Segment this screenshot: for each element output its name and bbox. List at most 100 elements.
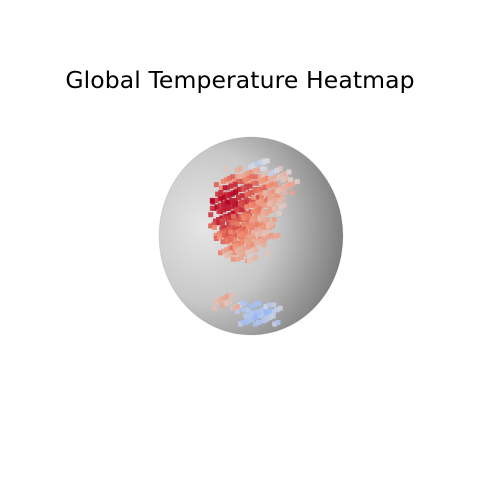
heatmap-cell xyxy=(268,207,274,213)
heatmap-cell xyxy=(257,212,263,218)
heatmap-cell xyxy=(275,232,281,238)
heatmap-cell xyxy=(247,237,253,243)
heatmap-cell xyxy=(271,169,277,175)
heatmap-cell xyxy=(227,237,233,243)
heatmap-cell xyxy=(266,302,272,308)
heatmap-cell xyxy=(224,247,230,253)
heatmap-cell xyxy=(260,213,266,219)
heatmap-cell xyxy=(230,210,236,216)
heatmap-cell xyxy=(270,194,276,200)
heatmap-cell xyxy=(266,183,271,189)
heatmap-cell xyxy=(265,217,271,222)
heatmap-cell xyxy=(213,232,219,238)
heatmap-cell xyxy=(261,242,267,248)
heatmap-cell xyxy=(208,223,214,229)
heatmap-cell xyxy=(216,231,222,237)
heatmap-cell xyxy=(226,215,231,221)
heatmap-cell xyxy=(232,182,238,188)
heatmap-cell xyxy=(250,209,256,214)
heatmap-cell xyxy=(219,185,224,191)
heatmap-cell xyxy=(259,186,265,192)
heatmap-cell xyxy=(267,196,273,202)
heatmap-cell xyxy=(226,199,231,205)
heatmap-cell xyxy=(251,229,257,235)
heatmap-cell xyxy=(267,315,273,321)
heatmap-cell xyxy=(247,183,253,189)
heatmap-cell xyxy=(242,226,248,232)
heatmap-cell xyxy=(277,305,283,311)
heatmap-cell xyxy=(260,224,266,230)
heatmap-cell xyxy=(220,302,226,308)
heatmap-cell xyxy=(276,174,282,180)
heatmap-cell xyxy=(242,177,248,183)
heatmap-cell xyxy=(254,231,260,237)
heatmap-cell xyxy=(254,221,260,227)
heatmap-cell xyxy=(237,201,243,207)
heatmap-cell xyxy=(219,215,225,221)
heatmap-cell xyxy=(213,198,219,203)
heatmap-cell xyxy=(242,215,248,221)
heatmap-cell xyxy=(231,213,236,219)
heatmap-cell xyxy=(283,175,289,181)
heatmap-cell xyxy=(241,245,247,251)
heatmap-cell xyxy=(268,190,274,196)
heatmap-cell xyxy=(247,190,253,195)
heatmap-cell xyxy=(271,302,277,308)
heatmap-cell xyxy=(238,247,244,252)
heatmap-cell xyxy=(240,199,246,205)
heatmap-cell xyxy=(276,210,282,216)
heatmap-cell xyxy=(244,185,249,191)
heatmap-cell xyxy=(216,220,222,226)
heatmap-cell xyxy=(246,258,252,264)
heatmap-cell xyxy=(257,159,263,165)
heatmap-cell xyxy=(248,304,254,310)
heatmap-cell xyxy=(239,228,245,234)
heatmap-cell xyxy=(234,229,240,235)
heatmap-cell xyxy=(246,231,252,237)
heatmap-cell xyxy=(223,301,229,306)
heatmap-cell xyxy=(253,180,259,186)
heatmap-cell xyxy=(232,237,238,243)
heatmap-cell xyxy=(234,218,240,224)
heatmap-cell xyxy=(286,169,292,175)
heatmap-cell xyxy=(216,209,222,214)
heatmap-cell xyxy=(244,204,250,210)
heatmap-cell xyxy=(271,217,277,222)
heatmap-cell xyxy=(226,299,232,305)
heatmap-cell xyxy=(253,167,259,173)
heatmap-cell xyxy=(232,198,238,203)
heatmap-cell xyxy=(277,198,283,203)
heatmap-cell xyxy=(211,221,217,227)
heatmap-cell xyxy=(258,197,264,203)
heatmap-cell xyxy=(251,302,257,308)
heatmap-cell xyxy=(266,234,271,240)
heatmap-cell xyxy=(213,236,219,241)
heatmap-cell xyxy=(218,250,223,256)
heatmap-cell xyxy=(257,226,263,232)
heatmap-cell xyxy=(236,232,242,238)
heatmap-cell xyxy=(224,239,230,245)
globe-shadow-edge xyxy=(158,136,344,336)
heatmap-cell xyxy=(270,313,276,319)
heatmap-cell xyxy=(239,193,245,199)
heatmap-cell xyxy=(269,232,275,238)
heatmap-cell xyxy=(250,256,256,262)
heatmap-cell xyxy=(281,202,287,208)
heatmap-cells xyxy=(208,158,300,327)
heatmap-cell xyxy=(231,305,237,311)
heatmap-cell xyxy=(239,179,245,184)
heatmap-cell xyxy=(237,186,242,192)
heatmap-cell xyxy=(234,304,240,310)
heatmap-cell xyxy=(255,240,261,246)
heatmap-cell xyxy=(219,226,225,232)
heatmap-cell xyxy=(215,191,221,197)
heatmap-cell xyxy=(257,223,263,229)
heatmap-cell xyxy=(258,179,264,184)
heatmap-cell xyxy=(251,163,257,169)
heatmap-cell xyxy=(243,320,248,325)
heatmap-cell xyxy=(241,221,246,227)
heatmap-cell xyxy=(237,166,243,172)
heatmap-cell xyxy=(220,239,226,245)
heatmap-cell xyxy=(261,318,266,324)
heatmap-cell xyxy=(257,234,263,240)
